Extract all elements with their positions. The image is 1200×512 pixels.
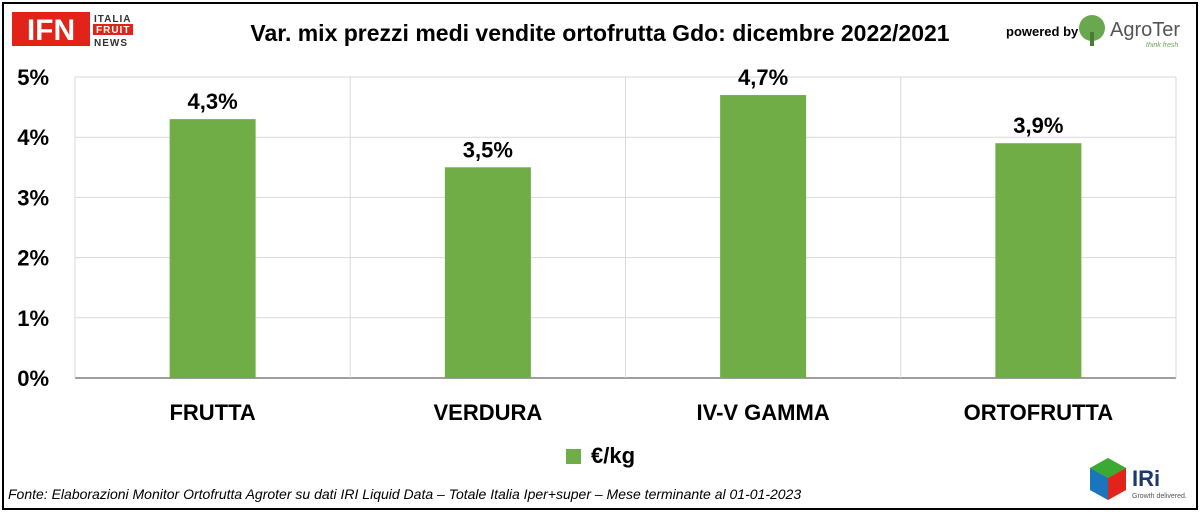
bar-value-label: 4,7% [738,65,788,90]
legend: €/kg [566,443,636,468]
iri-cube-left [1090,468,1108,500]
x-category-label: VERDURA [433,400,542,425]
x-category-label: FRUTTA [169,400,255,425]
y-tick-label: 2% [17,246,49,271]
legend-label: €/kg [591,443,636,468]
iri-logo: IRi Growth delivered. [1090,458,1187,500]
agroter-tree-icon [1079,15,1105,41]
bars [169,95,1082,378]
ifn-logo-letters: IFN [27,14,75,47]
bar-value-label: 4,3% [188,89,238,114]
ifn-logo-red-block [12,12,90,46]
powered-by-label: powered by [1006,24,1079,39]
bar [169,119,256,378]
iri-cube-right [1108,468,1126,500]
agroter-logo-name: AgroTer [1110,19,1180,41]
ifn-logo-fruit-block [93,24,133,35]
x-axis-categories: FRUTTA VERDURA IV-V GAMMA ORTOFRUTTA [169,400,1113,425]
ifn-logo-line1: ITALIA [94,14,131,25]
bar-value-label: 3,9% [1013,113,1063,138]
ifn-logo-line2: FRUIT [96,25,130,36]
legend-swatch [566,448,581,464]
bar [720,95,807,378]
bar [995,143,1082,378]
data-labels: 4,3% 3,5% 4,7% 3,9% [188,65,1064,162]
bar-value-label: 3,5% [463,137,513,162]
y-tick-label: 4% [17,125,49,150]
y-tick-label: 5% [17,65,49,90]
agroter-logo-tagline: think fresh [1146,42,1178,49]
agroter-logo: AgroTer think fresh [1079,15,1180,49]
x-category-label: ORTOFRUTTA [964,400,1114,425]
x-category-label: IV-V GAMMA [697,400,830,425]
y-axis-ticks: 0% 1% 2% 3% 4% 5% [17,65,49,391]
iri-logo-tagline: Growth delivered. [1132,493,1187,500]
grid-lines [74,76,1177,379]
source-note: Fonte: Elaborazioni Monitor Ortofrutta A… [8,486,802,502]
chart-title: Var. mix prezzi medi vendite ortofrutta … [250,20,950,46]
y-tick-label: 0% [17,366,49,391]
ifn-logo-line3: NEWS [94,38,128,48]
bar [444,167,531,378]
y-tick-label: 1% [17,306,49,331]
iri-logo-name: IRi [1132,466,1160,491]
agroter-tree-trunk [1090,32,1094,46]
ifn-logo: IFN ITALIA FRUIT NEWS [12,12,133,48]
y-tick-label: 3% [17,185,49,210]
